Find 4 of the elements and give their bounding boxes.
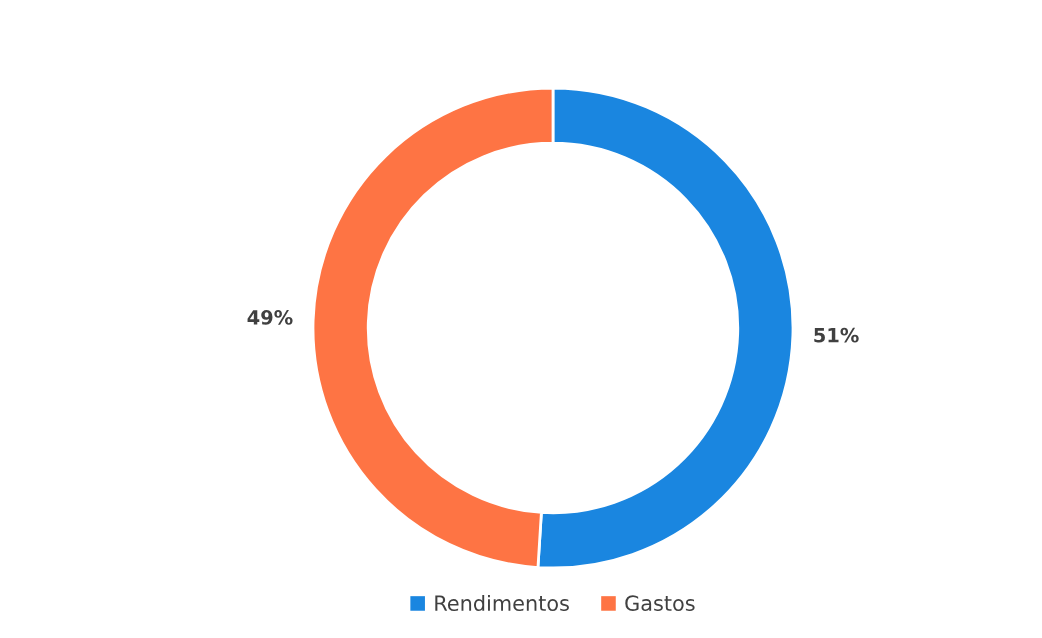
legend-label: Rendimentos: [435, 594, 569, 612]
legend-label: Gastos: [625, 595, 695, 612]
data-label: 49%: [247, 310, 293, 325]
data-label: 51%: [814, 327, 859, 343]
